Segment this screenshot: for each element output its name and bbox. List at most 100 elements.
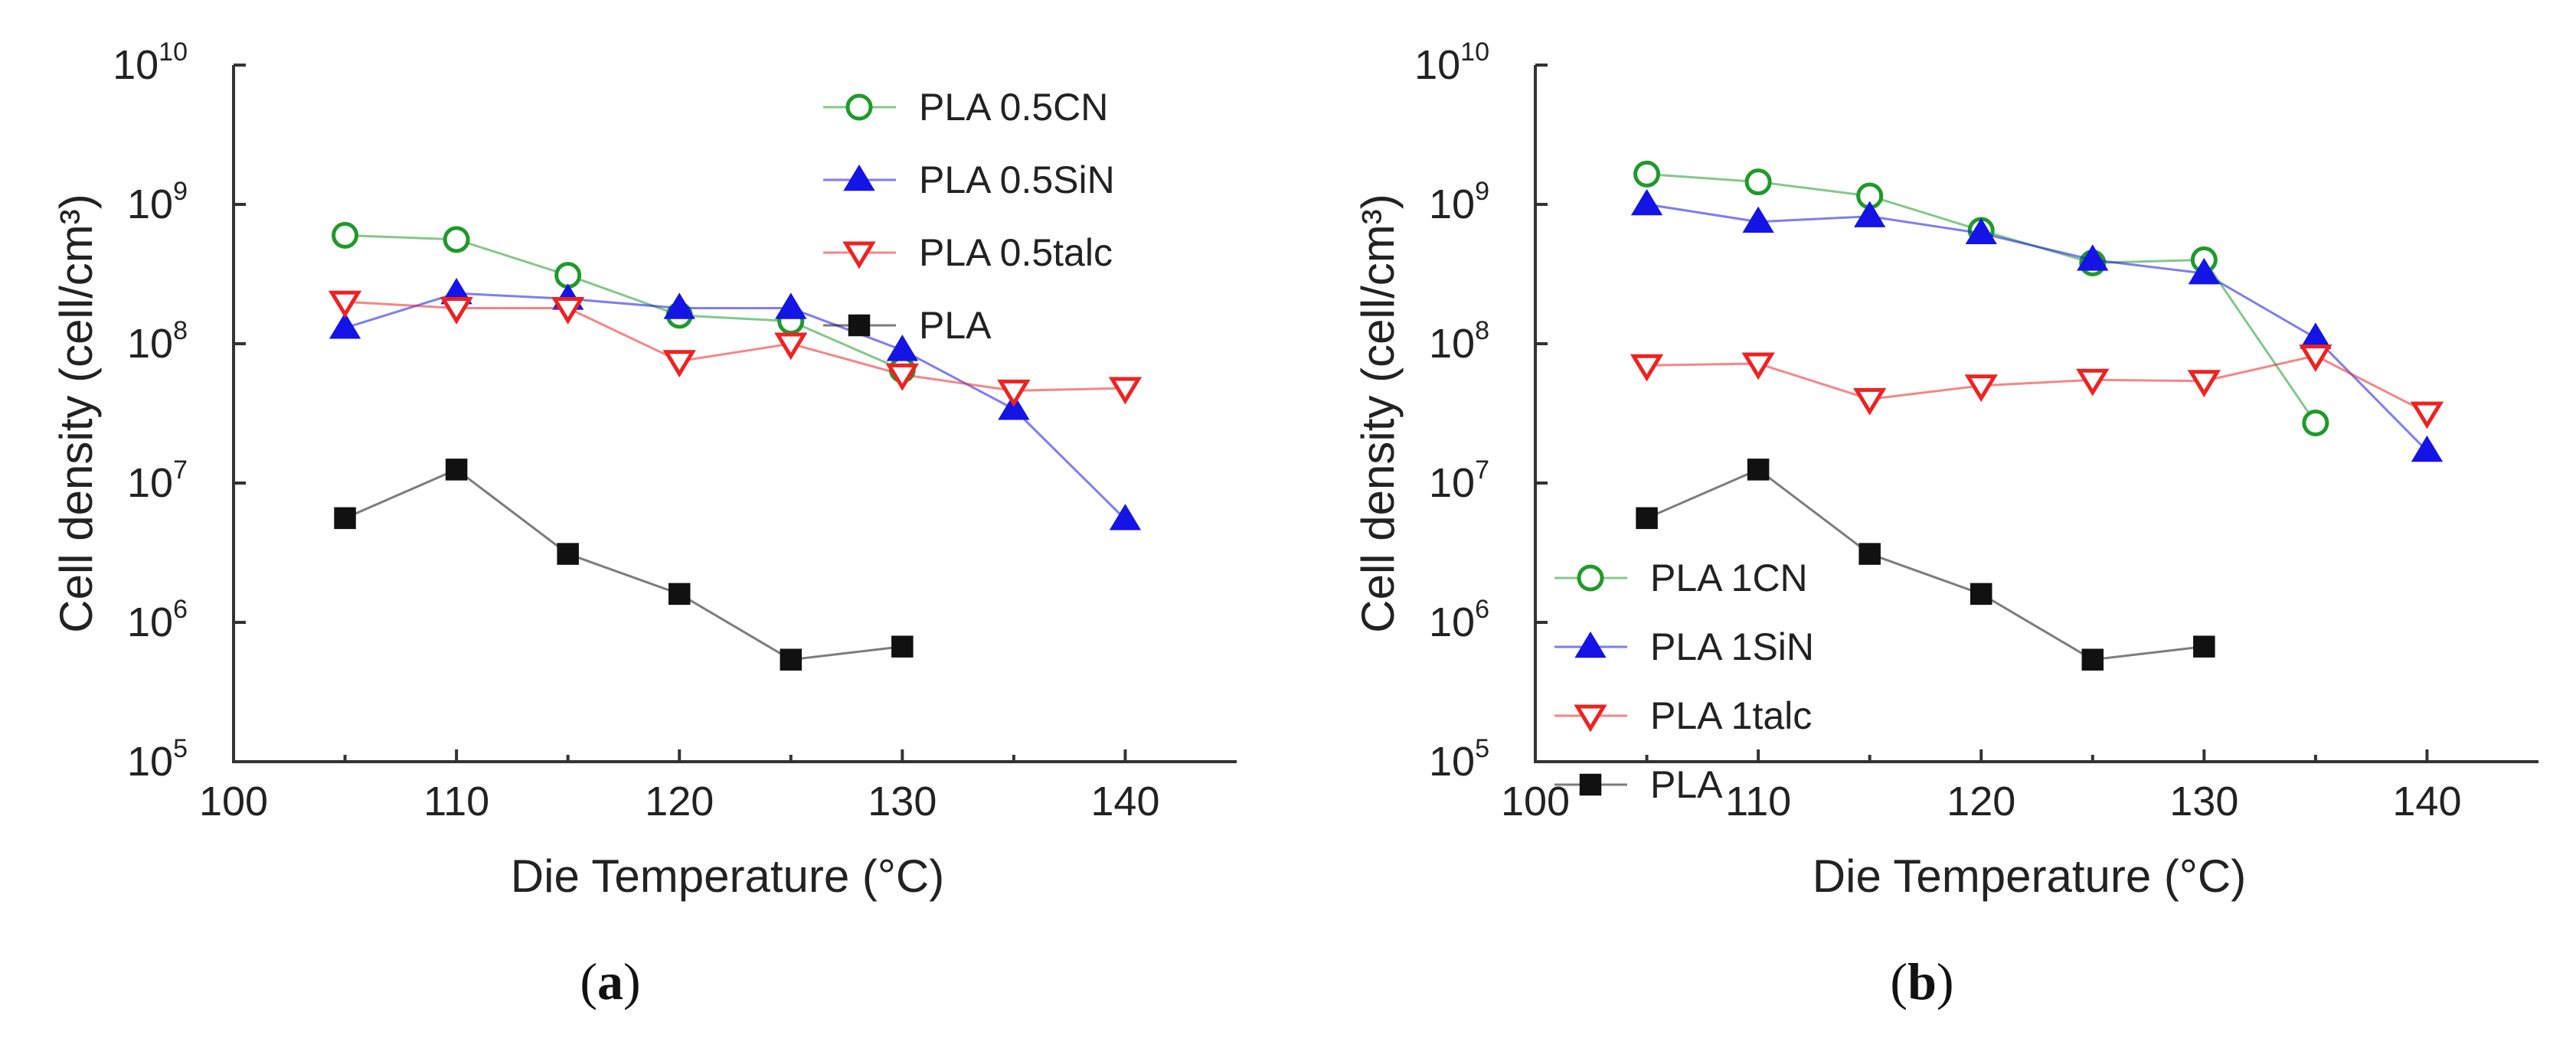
panel-a-point-pla [334,507,356,530]
panel-b-legend-label: PLA [1650,763,1723,806]
panel-b-point-pla-1talc [1852,387,1887,416]
panel-b-x-tick-label: 100 [1501,779,1570,824]
panel-a-point-pla [780,648,803,671]
panel-a-x-tick-label: 100 [199,779,268,824]
panel-b-caption: (b) [1890,952,1953,1010]
panel-b-line-pla-1sin [1646,203,2428,452]
panel-b-point-pla-1sin [1965,217,1997,245]
panel-a-point-pla [668,583,691,606]
panel-a-line-pla-0-5cn [345,233,903,371]
panel-a-legend-marker [843,164,875,191]
panel-a-caption: (a) [580,952,640,1010]
panel-b-legend-marker [1579,773,1602,796]
panel-a-line-pla-0-5talc [345,300,1126,392]
panel-b-legend-marker [1574,704,1607,733]
panel-a-point-pla-0-5talc [440,297,473,325]
panel-a-legend-label: PLA 0.5CN [919,86,1108,129]
panel-a-legend-marker [842,241,876,269]
panel-a-point-pla-0-5sin [663,292,695,319]
panel-a-x-axis-title: Die Temperature (°C) [511,850,944,902]
panel-b-y-tick-label: 106 [1429,595,1489,645]
panel-b-y-tick-label: 109 [1429,177,1489,227]
panel-a-point-pla-0-5sin [329,312,361,339]
panel-b-point-pla-1sin [2300,322,2332,349]
panel-a-legend-label: PLA 0.5talc [919,231,1113,274]
panel-a-x-tick-label: 140 [1090,779,1159,824]
panel-b-point-pla-1sin [1854,201,1886,227]
panel-a-y-tick-label: 107 [127,455,188,506]
panel-b-legend-marker [1574,631,1607,658]
panel-a-point-pla-0-5talc [1108,377,1143,405]
panel-a-point-pla-0-5talc [662,350,696,378]
panel-a-x-tick-label: 120 [645,779,714,824]
panel-b-legend-marker [1577,564,1604,592]
panel-b-series-pla [1636,459,2215,671]
panel-b-line-pla [1646,468,2205,661]
panel-b-point-pla-1talc [1741,352,1775,380]
panel-a-legend: PLA 0.5CN PLA 0.5SiN PLA 0.5talc PLA [823,86,1115,347]
panel-a-legend-marker [845,93,873,121]
panel-a-legend-label: PLA [919,304,992,347]
panel-a-point-pla [891,635,914,658]
panel-a-y-tick-label: 1010 [113,38,188,88]
panel-b-point-pla-1sin [1630,188,1663,216]
panel-b-legend-label: PLA 1CN [1650,557,1808,599]
panel-a-y-axis-title: Cell density (cell/cm³) [51,194,102,632]
panel-a-point-pla-0-5sin [998,393,1030,420]
panel-b-point-pla [1747,459,1770,481]
panel-b-point-pla-1talc [2299,344,2332,373]
panel-a-point-pla-0-5sin [1109,504,1142,531]
panel-a-series-pla-0-5talc [328,290,1143,407]
panel-b-y-tick-label: 105 [1429,734,1489,785]
panel-a-line-pla-0-5sin [345,292,1126,521]
panel-b-y-tick-label: 1010 [1414,38,1489,88]
panel-a-point-pla-0-5cn [554,262,582,289]
panel-a-point-pla [445,459,468,481]
panel-b-point-pla-1sin [1742,206,1774,233]
panel-b-series-pla-1talc [1630,344,2444,429]
panel-a-line-pla [344,468,903,661]
panel-a-point-pla-0-5sin [886,335,918,361]
panel-b-point-pla-1cn [1633,160,1661,188]
panel-a-y-tick-label: 108 [127,316,188,367]
panel-b-point-pla-1sin [2188,257,2220,285]
panel-b-x-tick-label: 130 [2169,779,2238,824]
panel-a-point-pla-0-5talc [328,290,362,318]
panel-a-point-pla-0-5talc [551,297,585,325]
panel-a: 100 110 120 130 140 105 106 107 108 109 1010 Die Te… [51,38,1237,1010]
panel-a-point-pla-0-5cn [332,221,359,249]
panel-a-point-pla-0-5talc [885,363,920,391]
panel-b-point-pla-1talc [2410,401,2444,429]
panel-b-legend-label: PLA 1SiN [1650,625,1814,668]
panel-a-y-tick-label: 109 [127,177,188,227]
panel-b-point-pla-1cn [2302,409,2329,436]
panel-a-legend-marker [848,314,871,337]
panel-a-point-pla [557,543,579,565]
panel-a-point-pla-0-5cn [443,226,470,253]
panel-a-point-pla-0-5sin [775,292,807,319]
panel-b-x-tick-label: 120 [1947,779,2015,824]
panel-b-x-tick-label: 110 [1725,779,1791,824]
panel-b-point-pla [2193,635,2215,658]
panel-b-y-axis-title: Cell density (cell/cm³) [1352,194,1404,632]
panel-b-point-pla [1970,583,1992,606]
panel-b-point-pla-1cn [1744,168,1772,196]
panel-a-x-tick-label: 130 [868,779,937,824]
panel-a-point-pla-0-5talc [774,332,808,361]
panel-b-legend-label: PLA 1talc [1650,694,1812,737]
panel-b-point-pla-1sin [2077,244,2109,271]
panel-b-point-pla-1talc [1630,354,1664,382]
panel-b-y-tick-label: 108 [1429,316,1489,367]
panel-b: 100 110 120 130 140 105 106 107 108 109 1010 Die Te… [1352,38,2538,1010]
panel-b-y-tick-label: 107 [1429,455,1489,506]
panel-b-point-pla [1858,543,1881,565]
panel-a-y-tick-label: 105 [127,734,188,785]
panel-b-line-pla-1talc [1646,354,2428,414]
panel-a-y-tick-label: 106 [127,595,188,645]
panel-a-x-tick-label: 110 [423,779,489,824]
panel-b-point-pla-1talc [2187,370,2221,398]
panel-b-point-pla-1talc [2076,368,2110,397]
panel-b-series-pla-1sin [1630,188,2444,462]
